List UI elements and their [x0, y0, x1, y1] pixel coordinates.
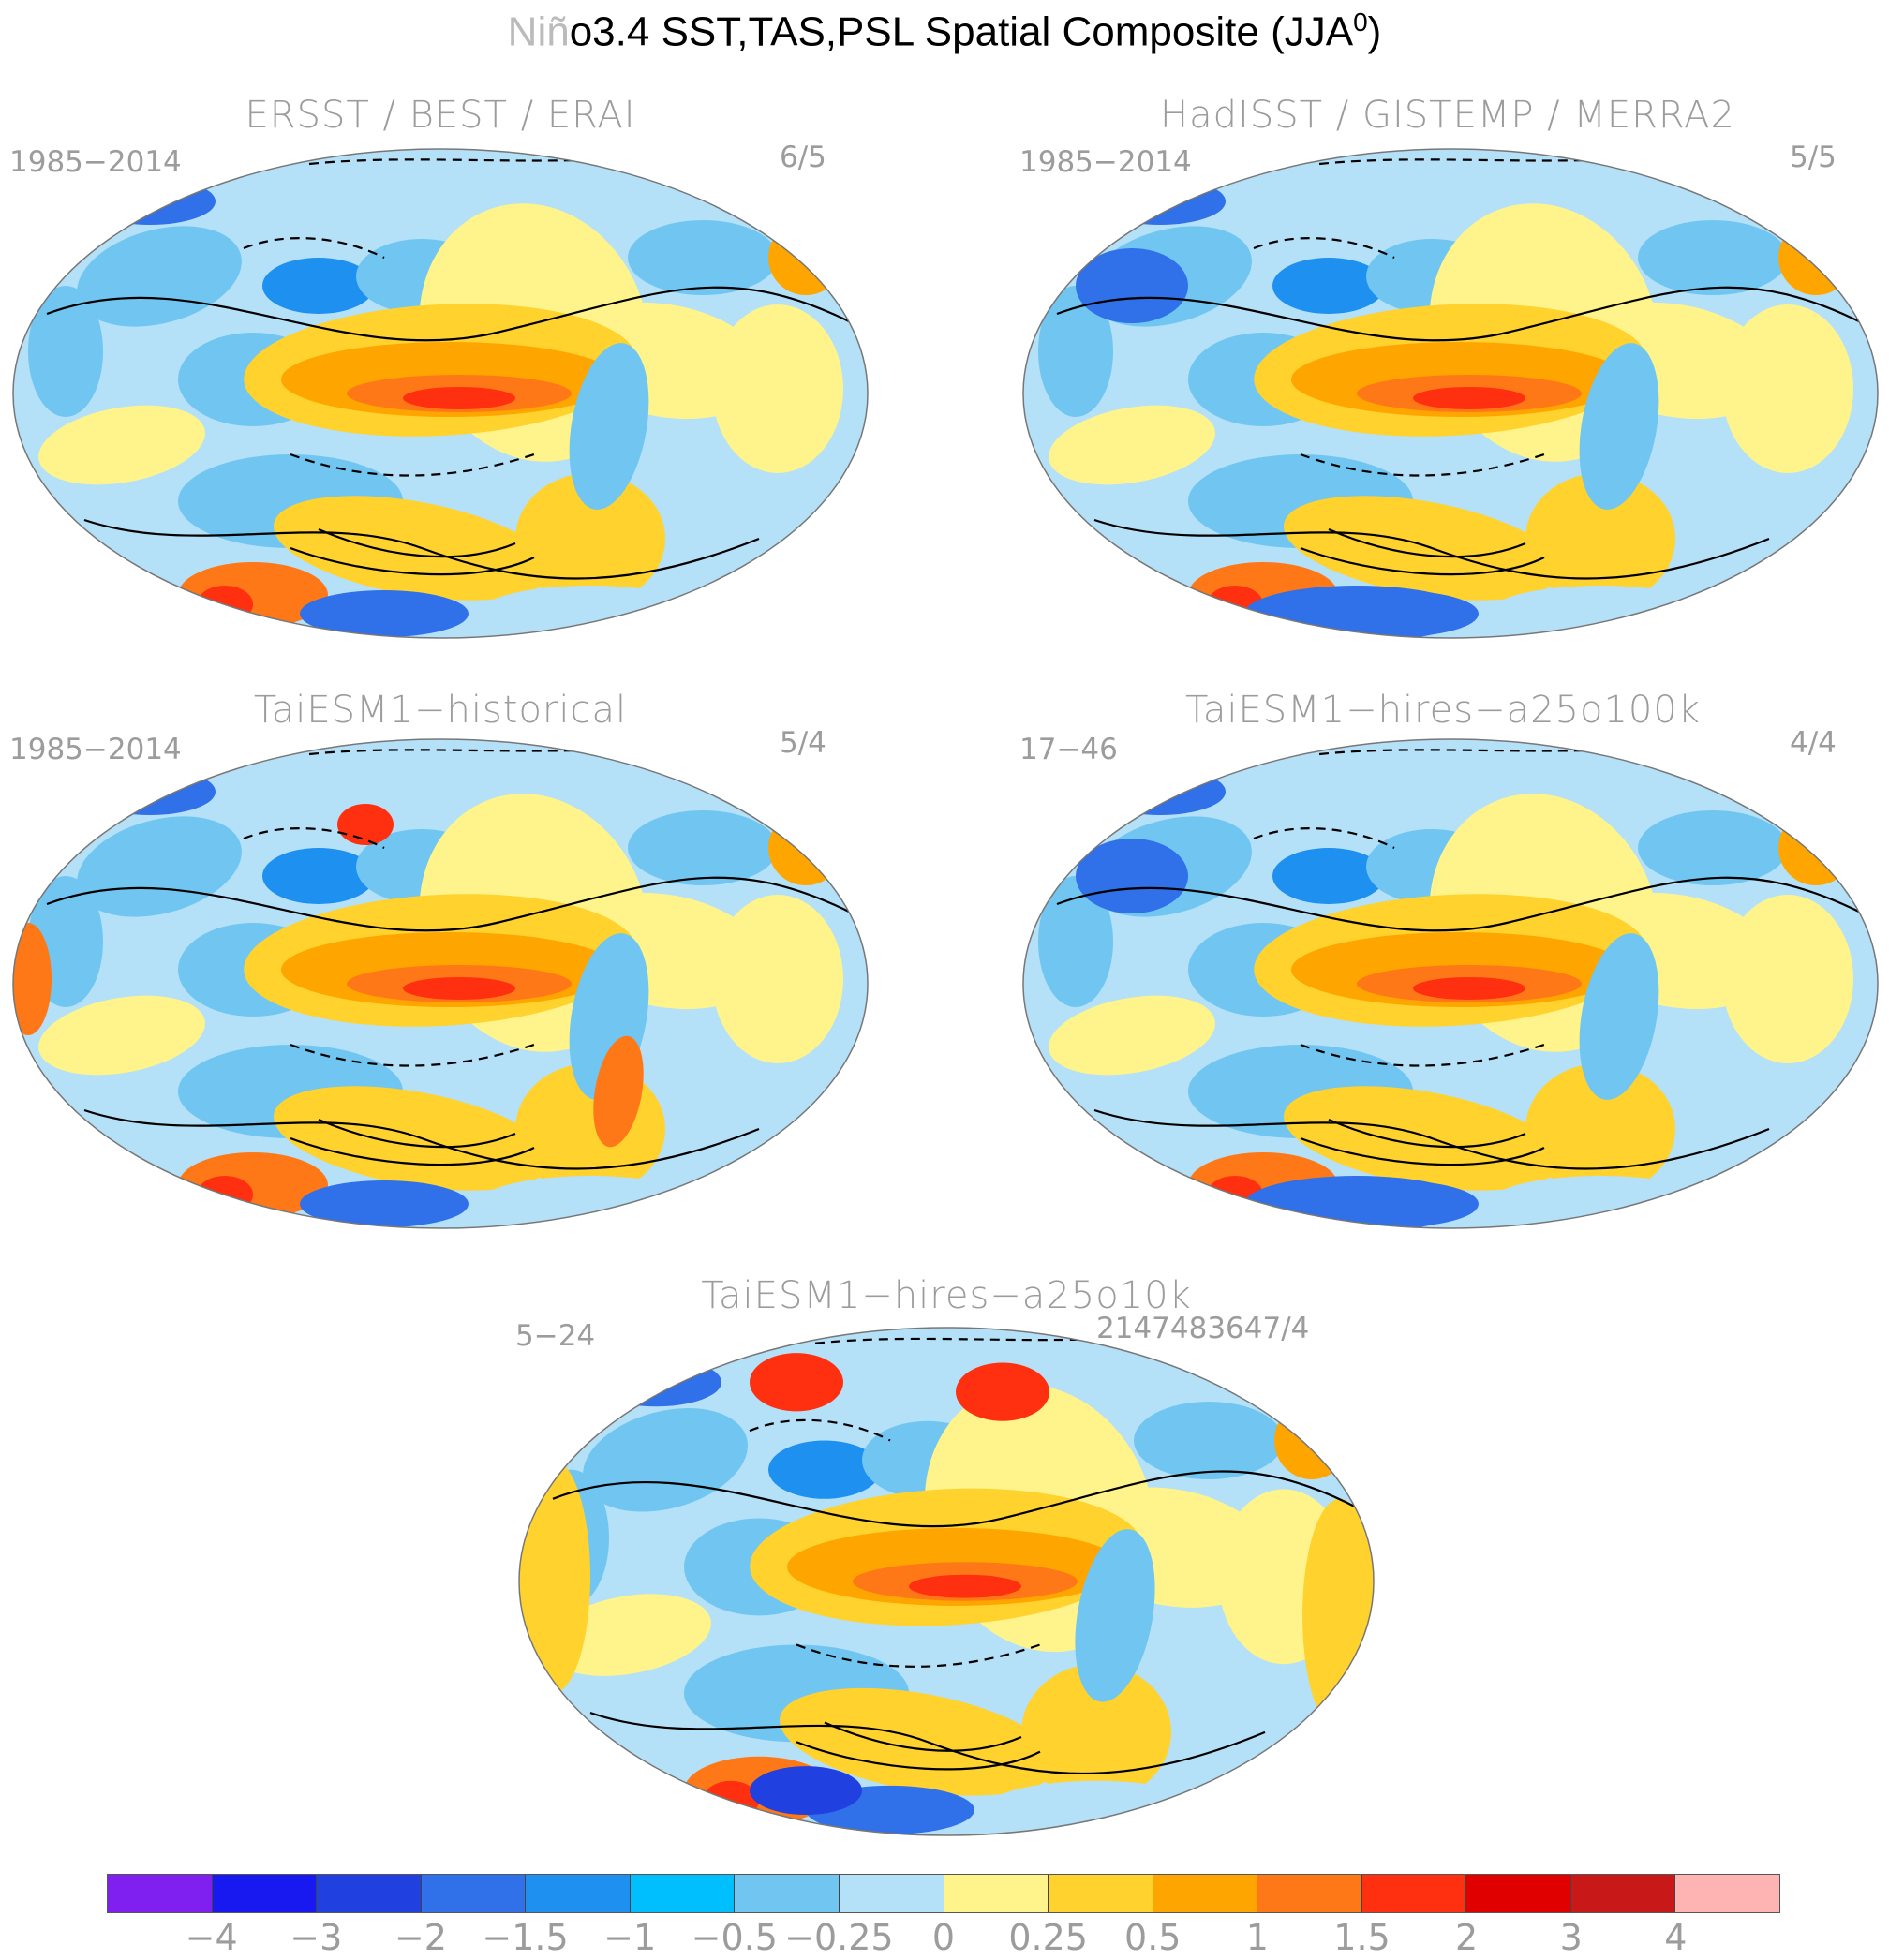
colorbar-tick-label: 0.25 — [1008, 1917, 1088, 1958]
panel-3-period: 1985−2014 — [9, 733, 182, 766]
colorbar — [107, 1874, 1780, 1913]
colorbar-ticks: −4 −3 −2 −1.5 −1 −0.5 −0.25 0 0.25 0.5 1 1.5 2 3 4 — [107, 1917, 1780, 1960]
map-field — [1023, 149, 1878, 638]
figure-title: Niño3.4 SST,TAS,PSL Spatial Composite (J… — [0, 7, 1889, 56]
colorbar-swatch — [839, 1875, 944, 1912]
colorbar-tick-label: −0.25 — [784, 1917, 894, 1958]
panel-1-map — [12, 148, 869, 639]
map-field — [1023, 739, 1878, 1228]
panel-1-count: 6/5 — [780, 141, 826, 174]
colorbar-swatch — [1675, 1875, 1779, 1912]
colorbar-swatch — [108, 1875, 213, 1912]
colorbar-tick-label: 2 — [1455, 1917, 1479, 1958]
colorbar-swatch — [1153, 1875, 1258, 1912]
colorbar-swatch — [1049, 1875, 1153, 1912]
panel-5-map — [518, 1327, 1375, 1836]
colorbar-swatch — [630, 1875, 736, 1912]
colorbar-swatch — [421, 1875, 527, 1912]
colorbar-tick-label: −0.5 — [691, 1917, 778, 1958]
colorbar-tick-label: 0 — [931, 1917, 956, 1958]
colorbar-swatch — [1361, 1875, 1467, 1912]
panel-4-period: 17−46 — [1019, 733, 1118, 766]
panel-5-title: TaiESM1−hires−a25o10k — [701, 1274, 1192, 1317]
panel-5-count: 2147483647/4 — [1096, 1312, 1310, 1345]
colorbar-tick-label: 4 — [1664, 1917, 1688, 1958]
panel-1-title: ERSST / BEST / ERAI — [245, 94, 636, 137]
panel-2-title: HadISST / GISTEMP / MERRA2 — [1160, 94, 1735, 137]
title-close: ) — [1367, 8, 1382, 55]
map-field — [13, 739, 868, 1228]
panel-1-period: 1985−2014 — [9, 145, 182, 179]
colorbar-tick-label: −1.5 — [482, 1917, 569, 1958]
panel-5-period: 5−24 — [515, 1319, 596, 1353]
title-superscript: 0 — [1353, 7, 1368, 37]
colorbar-swatch — [944, 1875, 1049, 1912]
panel-4-count: 4/4 — [1790, 726, 1837, 760]
colorbar-swatch — [317, 1875, 422, 1912]
colorbar-swatch — [735, 1875, 840, 1912]
panel-2-count: 5/5 — [1790, 141, 1837, 174]
panel-2-period: 1985−2014 — [1019, 145, 1192, 179]
panel-2-map — [1022, 148, 1879, 639]
colorbar-swatch — [1466, 1875, 1571, 1912]
colorbar-tick-label: 0.5 — [1124, 1917, 1182, 1958]
colorbar-tick-label: −2 — [394, 1917, 447, 1958]
colorbar-tick-label: −3 — [290, 1917, 343, 1958]
panel-4-map — [1022, 738, 1879, 1229]
panel-3-title: TaiESM1−historical — [253, 689, 628, 732]
colorbar-tick-label: 1 — [1245, 1917, 1269, 1958]
map-field — [519, 1328, 1374, 1835]
title-black-part: o3.4 SST,TAS,PSL Spatial Composite (JJA — [569, 8, 1354, 55]
colorbar-swatch — [212, 1875, 318, 1912]
colorbar-tick-label: 1.5 — [1333, 1917, 1391, 1958]
panel-3-count: 5/4 — [780, 726, 826, 760]
colorbar-swatch — [526, 1875, 631, 1912]
panel-3-map — [12, 738, 869, 1229]
colorbar-tick-label: 3 — [1559, 1917, 1583, 1958]
colorbar-swatch — [1570, 1875, 1676, 1912]
colorbar-tick-label: −4 — [185, 1917, 238, 1958]
colorbar-swatch — [1257, 1875, 1362, 1912]
colorbar-tick-label: −1 — [603, 1917, 657, 1958]
map-field — [13, 149, 868, 638]
panel-4-title: TaiESM1−hires−a25o100k — [1185, 689, 1701, 732]
title-grey-part: Niñ — [507, 8, 570, 55]
